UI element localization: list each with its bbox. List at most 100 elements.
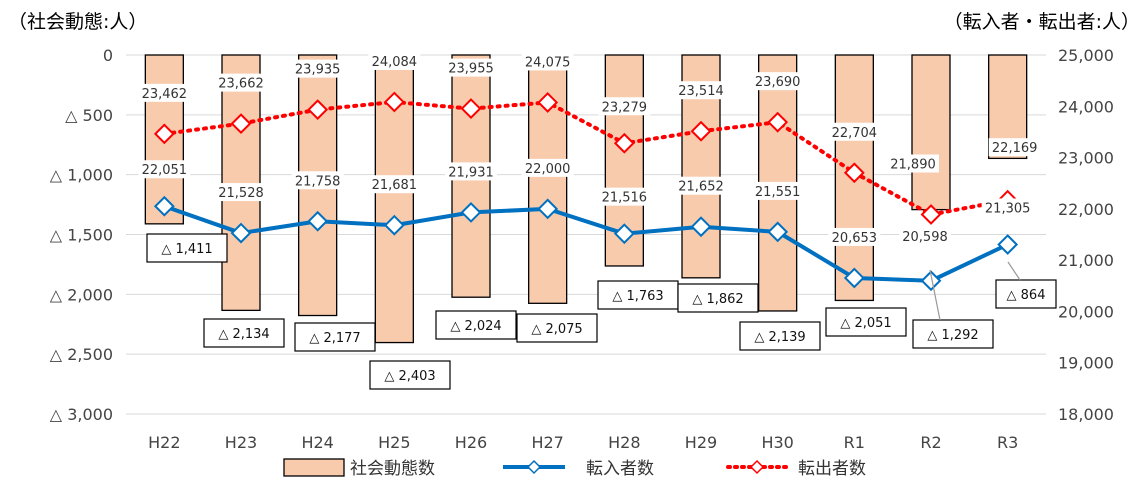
data-label-bg — [368, 175, 421, 194]
data-label-bg — [899, 226, 951, 245]
left-tick-label: △ 1,500 — [50, 226, 113, 245]
leader-line — [929, 269, 941, 321]
bar-series — [144, 54, 1028, 344]
bar — [911, 54, 951, 211]
tennyu-marker — [230, 222, 252, 244]
left-tick-label: △ 500 — [65, 106, 113, 125]
data-label-bg — [751, 181, 804, 200]
x-tick-label: H27 — [531, 433, 563, 452]
tenshutsu-marker — [383, 91, 405, 113]
tennyu-value-label: 21,681 — [372, 178, 418, 193]
bar-value-label: △ 2,024 — [450, 319, 501, 334]
right-tick-label: 22,000 — [1058, 200, 1114, 219]
right-tick-label: 20,000 — [1058, 302, 1114, 321]
bar-value-box — [294, 322, 376, 352]
data-label-bg — [675, 176, 727, 195]
data-label-bg — [521, 158, 574, 177]
tennyu-line — [163, 204, 1009, 283]
bar-value-label: △ 864 — [1007, 288, 1046, 303]
x-tick-label: H24 — [301, 433, 333, 452]
legend: 社会動態数 転入者数 転出者数 — [283, 458, 866, 479]
bar-value-box — [597, 280, 679, 310]
tennyu-value-label: 22,000 — [525, 162, 571, 177]
data-label-bg — [981, 198, 1034, 217]
x-tick-label: H25 — [378, 433, 410, 452]
tenshutsu-value-label: 23,935 — [295, 63, 341, 78]
bar-value-box — [912, 319, 994, 349]
tennyu-marker — [153, 195, 175, 217]
tennyu-value-label: 21,758 — [295, 174, 341, 189]
left-tick-label: △ 2,500 — [50, 345, 113, 364]
left-tick-label: 0 — [103, 46, 113, 65]
bar-value-label: △ 2,134 — [218, 327, 269, 342]
tennyu-marker — [997, 234, 1019, 255]
tenshutsu-marker — [920, 204, 942, 225]
tenshutsu-value-label: 22,169 — [992, 141, 1038, 156]
tennyu-value-label: 21,931 — [448, 165, 494, 180]
right-tick-label: 24,000 — [1058, 97, 1114, 116]
bar-value-box — [995, 279, 1057, 309]
data-label-bg — [291, 171, 344, 190]
bar-value-box — [435, 310, 517, 340]
bar-value-label: △ 1,763 — [612, 289, 663, 304]
bar-value-label: △ 1,292 — [927, 328, 978, 343]
bar-value-box — [369, 360, 451, 390]
left-tick-label: △ 3,000 — [50, 405, 113, 424]
data-label-bg — [368, 51, 421, 70]
data-label-bg — [445, 58, 497, 77]
x-tick-label: R1 — [844, 433, 865, 452]
legend-label-social: 社会動態数 — [350, 459, 435, 479]
data-label-bg — [828, 227, 881, 246]
line-series — [153, 91, 1019, 292]
tennyu-marker — [613, 223, 635, 245]
right-tick-label: 23,000 — [1058, 149, 1114, 168]
tennyu-value-label: 21,551 — [755, 185, 801, 200]
x-tick-label: H23 — [225, 433, 257, 452]
tenshutsu-marker — [843, 162, 865, 184]
x-tick-label: H26 — [455, 433, 487, 452]
tennyu-value-label: 20,653 — [832, 231, 878, 246]
bar-value-box — [825, 307, 907, 337]
data-label-bg — [887, 154, 939, 173]
x-tick-label: H28 — [608, 433, 640, 452]
left-tick-label: △ 2,000 — [50, 285, 113, 304]
tennyu-value-label: 21,305 — [985, 202, 1031, 217]
tenshutsu-value-label: 24,084 — [372, 55, 418, 70]
bar-value-label: △ 1,862 — [692, 292, 743, 307]
bar-value-label: △ 2,403 — [384, 369, 435, 384]
bar-value-label: △ 2,075 — [531, 322, 582, 337]
right-tick-label: 25,000 — [1058, 46, 1114, 65]
data-label-bg — [445, 162, 497, 181]
tennyu-value-label: 21,516 — [602, 191, 648, 206]
bar-value-box — [739, 321, 821, 351]
gridlines — [126, 54, 1046, 415]
tenshutsu-marker — [230, 113, 252, 135]
leader-line — [1007, 261, 1021, 281]
bar-value-label: △ 2,139 — [754, 330, 805, 345]
tennyu-marker — [307, 210, 329, 232]
tennyu-marker — [537, 198, 559, 220]
legend-marker-tenshutsu — [749, 459, 765, 475]
legend-label-tenshutsu: 転出者数 — [798, 459, 866, 479]
tenshutsu-marker — [460, 98, 482, 120]
bar-value-label: △ 2,051 — [840, 316, 891, 331]
tenshutsu-value-label: 23,955 — [448, 62, 494, 77]
tennyu-marker — [843, 267, 865, 289]
bar-value-box — [677, 283, 759, 313]
bar-value-box — [146, 233, 228, 263]
tenshutsu-marker — [613, 132, 635, 154]
tennyu-value-label: 21,528 — [218, 186, 264, 201]
tennyu-marker — [690, 216, 712, 238]
tennyu-value-label: 21,652 — [678, 180, 724, 195]
right-tick-label: 19,000 — [1058, 354, 1114, 373]
x-tick-label: R2 — [920, 433, 941, 452]
tennyu-marker — [767, 221, 789, 243]
tenshutsu-value-label: 21,890 — [890, 157, 936, 172]
x-tick-label: H22 — [148, 433, 180, 452]
tenshutsu-marker — [153, 123, 175, 145]
tennyu-marker — [383, 214, 405, 236]
tenshutsu-marker — [307, 99, 329, 121]
tenshutsu-value-label: 23,462 — [142, 87, 188, 102]
data-label-bg — [138, 160, 191, 179]
axes: （社会動態:人） （転入者・転出者:人） 0 △ 500 △ 1,000 △ 1,50… — [8, 11, 1140, 452]
